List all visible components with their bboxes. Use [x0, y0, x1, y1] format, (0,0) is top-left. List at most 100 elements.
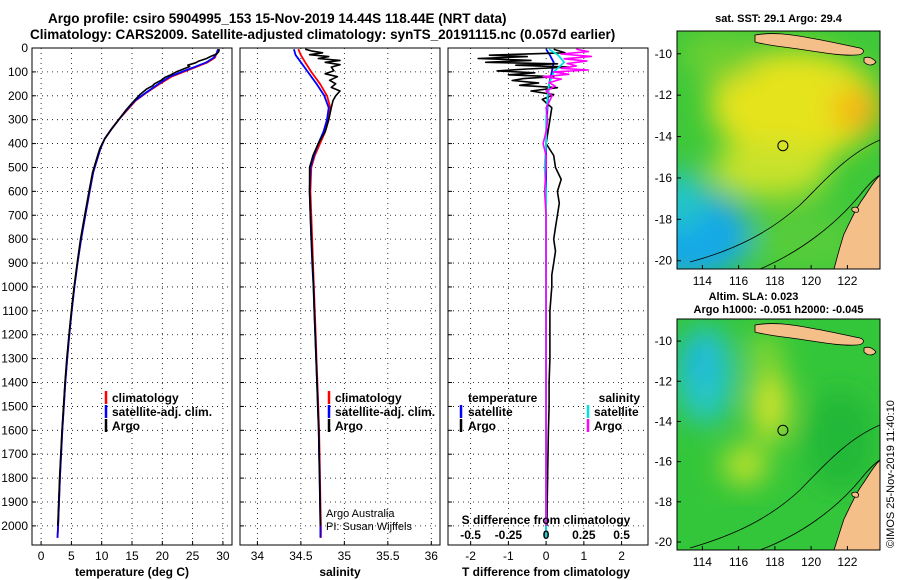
- x2-tick-label: 0.5: [613, 528, 630, 542]
- sst-map-title: sat. SST: 29.1 Argo: 29.4: [715, 13, 842, 25]
- lon-tick-label: 122: [837, 274, 857, 288]
- x-tick-label: 0: [543, 549, 550, 563]
- y-tick-label: 0: [21, 41, 28, 55]
- x-tick-label: 15: [125, 549, 139, 563]
- lat-tick-label: -12: [655, 88, 673, 102]
- sla-low-center: [752, 367, 788, 443]
- y-tick-label: 100: [8, 65, 28, 79]
- difference-series: [477, 48, 593, 538]
- annotation-argo-australia: Argo Australia: [326, 508, 395, 520]
- y-tick-label: 1400: [1, 376, 28, 390]
- y-tick-label: 700: [8, 208, 28, 222]
- lon-tick-label: 118: [765, 555, 784, 569]
- sst-land-island: [863, 56, 877, 66]
- sla-bathymetry-contour: [759, 459, 880, 550]
- x-tick-label: 36: [425, 549, 439, 563]
- lat-tick-label: -12: [655, 374, 673, 388]
- difference-x-axis: -2 -1 0 1 2: [465, 541, 625, 563]
- legend-label-satellite-adj: satellite-adj. clim.: [335, 405, 435, 419]
- series-line-argo: [57, 49, 221, 526]
- x-tick-label: 5: [68, 549, 75, 563]
- sla-land-indonesia: [754, 323, 864, 346]
- y-tick-label: 900: [8, 256, 28, 270]
- y-tick-label: 300: [8, 113, 28, 127]
- sla-land-australia: [833, 459, 880, 550]
- temperature-axis-label: temperature (deg C): [75, 565, 189, 579]
- y-tick-label: 2000: [1, 519, 28, 533]
- x-tick-label: -1: [503, 549, 514, 563]
- legend-label-s-satellite: satellite: [594, 405, 639, 419]
- lat-tick-label: -20: [655, 535, 673, 549]
- temperature-x-axis: 0 5 10 15 20 25 30: [38, 541, 230, 563]
- sla-high-west-core: [686, 338, 714, 382]
- series-line-temperature-argo: [477, 48, 570, 526]
- sla-land-island: [863, 346, 877, 356]
- sla-bathymetry-contour: [689, 424, 880, 549]
- argo-float-marker: [777, 424, 789, 436]
- legend-label-satellite-adj: satellite-adj. clim.: [112, 405, 212, 419]
- annotation-pi-name: PI: Susan Wijffels: [326, 521, 412, 533]
- sla-map-lon-axis: 114 116 118 120 122: [693, 546, 858, 569]
- x-tick-label: -2: [465, 549, 476, 563]
- y-tick-label: 800: [8, 232, 28, 246]
- temperature-plot-frame: [31, 47, 233, 546]
- salinity-x-axis: 34 34.5 35 35.5 36: [251, 541, 439, 563]
- x-tick-label: 1: [581, 549, 588, 563]
- sst-green-north: [680, 31, 760, 80]
- sla-low-north: [749, 336, 781, 364]
- sst-land-australia: [833, 174, 880, 269]
- lat-tick-label: -16: [655, 171, 673, 185]
- x-tick-label: 34: [251, 549, 265, 563]
- lon-tick-label: 116: [729, 274, 748, 288]
- temperature-grid: [32, 47, 232, 545]
- y-tick-label: 400: [8, 137, 28, 151]
- sst-map-frame: [676, 30, 881, 270]
- series-line-argo: [304, 48, 341, 526]
- page-title-line1: Argo profile: csiro 5904995_153 15-Nov-2…: [48, 11, 507, 26]
- legend-label-argo: Argo: [335, 419, 363, 433]
- sst-warm-band: [710, 142, 830, 198]
- sla-land-island: [851, 491, 859, 498]
- sst-bathymetry-contour: [759, 174, 880, 269]
- x-tick-label: 10: [95, 549, 109, 563]
- difference-legend: temperature satellite Argo salinity sate…: [459, 391, 640, 433]
- x-tick-label: 25: [186, 549, 200, 563]
- salinity-grid: [240, 47, 440, 545]
- series-line-satellite-adj-clim-: [56, 48, 219, 538]
- y-tick-label: 1000: [1, 280, 28, 294]
- series-line-satellite-adj-clim-: [293, 48, 330, 538]
- sst-map-lon-axis: 114 116 118 120 122: [693, 265, 858, 288]
- sla-map: [677, 319, 880, 550]
- lon-tick-label: 116: [729, 555, 748, 569]
- temperature-legend: climatology satellite-adj. clim. Argo: [104, 391, 212, 433]
- lat-tick-label: -20: [655, 254, 673, 268]
- y-tick-label: 1100: [2, 304, 28, 318]
- lat-tick-label: -10: [655, 47, 673, 61]
- sla-map-lat-axis: -10 -12 -14 -16 -18 -20: [655, 334, 681, 549]
- sst-bathymetry-contour: [689, 139, 880, 263]
- y-tick-label: 500: [8, 160, 28, 174]
- lat-tick-label: -16: [655, 455, 673, 469]
- x-tick-label: 35: [338, 549, 352, 563]
- s-difference-x-axis: -0.5 -0.25 0 0.25 0.5: [460, 528, 630, 542]
- sst-warm-core: [710, 50, 880, 160]
- lat-tick-label: -14: [655, 414, 673, 428]
- x-tick-label: 20: [156, 549, 170, 563]
- lon-tick-label: 114: [693, 274, 712, 288]
- y-tick-label: 1800: [1, 471, 28, 485]
- lat-tick-label: -10: [655, 334, 673, 348]
- lat-tick-label: -18: [655, 212, 673, 226]
- y-tick-label: 1600: [1, 423, 28, 437]
- x2-tick-label: -0.25: [495, 528, 523, 542]
- sst-map: [677, 31, 880, 269]
- t-difference-axis-label: T difference from climatology: [462, 565, 630, 579]
- sla-map-title-line1: Altim. SLA: 0.023: [708, 291, 799, 303]
- sst-map-lat-axis: -10 -12 -14 -16 -18 -20: [655, 47, 681, 268]
- sla-map-frame: [676, 318, 881, 551]
- x2-tick-label: -0.5: [460, 528, 481, 542]
- s-difference-axis-label: S difference from climatology: [462, 513, 631, 527]
- x2-tick-label: 0: [543, 528, 550, 542]
- lon-tick-label: 120: [801, 555, 821, 569]
- x-tick-label: 35.5: [376, 549, 400, 563]
